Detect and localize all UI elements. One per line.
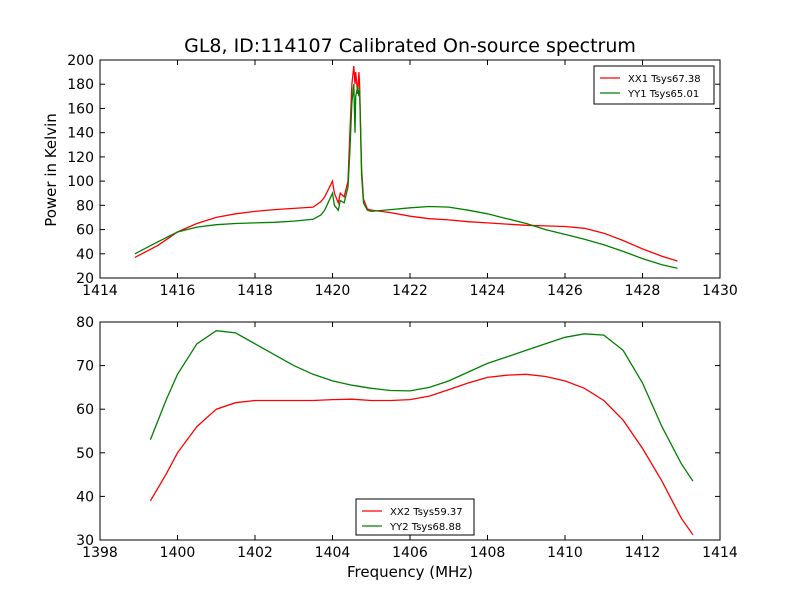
x-tick-label: 1420 [315, 283, 351, 299]
y-tick-label: 200 [67, 53, 94, 69]
y-tick-label: 100 [67, 174, 94, 190]
x-tick-label: 1410 [547, 545, 583, 561]
y-tick-label: 60 [76, 402, 94, 418]
legend: XX2 Tsys59.37 YY2 Tsys68.88 [355, 498, 475, 536]
x-tick-label: 1406 [392, 545, 428, 561]
legend-label: XX1 Tsys67.38 [628, 74, 701, 85]
y-tick-label: 30 [76, 533, 94, 549]
y-tick-label: 80 [76, 315, 94, 331]
y-tick-label: 80 [76, 198, 94, 214]
legend-label: YY1 Tsys65.01 [627, 89, 699, 100]
series-line-xx [149, 373, 694, 536]
y-tick-label: 120 [67, 150, 94, 166]
x-tick-label: 1412 [625, 545, 661, 561]
x-tick-label: 1426 [547, 283, 583, 299]
y-axis-label: Power in Kelvin [42, 113, 60, 227]
x-tick-label: 1408 [470, 545, 506, 561]
x-tick-label: 1418 [237, 283, 273, 299]
y-tick-label: 40 [76, 489, 94, 505]
x-tick-label: 1428 [625, 283, 661, 299]
legend-box [593, 65, 715, 105]
top-spectrum-panel: 1414 1416 1418 1420 1422 1424 1426 1428 1430 20 40… [67, 53, 738, 299]
series-line-yy [134, 84, 678, 269]
x-tick-label: 1414 [702, 545, 738, 561]
y-tick-label: 180 [67, 77, 94, 93]
x-tick-label: 1416 [160, 283, 196, 299]
x-tick-label: 1398 [82, 545, 118, 561]
x-tick-label: 1424 [470, 283, 506, 299]
series-line-xx [134, 66, 678, 262]
y-tick-label: 50 [76, 446, 94, 462]
x-axis-label: Frequency (MHz) [347, 563, 473, 581]
y-tick-label: 20 [76, 271, 94, 287]
series-line-yy [149, 330, 694, 482]
y-tick-label: 70 [76, 359, 94, 375]
x-tick-label: 1422 [392, 283, 428, 299]
x-tick-label: 1414 [82, 283, 118, 299]
y-tick-label: 140 [67, 126, 94, 142]
x-tick-label: 1430 [702, 283, 738, 299]
legend-box [355, 498, 475, 536]
legend: XX1 Tsys67.38 YY1 Tsys65.01 [593, 65, 715, 105]
x-tick-label: 1402 [237, 545, 273, 561]
bottom-spectrum-panel: 1398 1400 1402 1404 1406 1408 1410 1412 1414 30 40… [76, 315, 738, 561]
y-tick-label: 160 [67, 101, 94, 117]
y-tick-label: 40 [76, 247, 94, 263]
y-tick-label: 60 [76, 223, 94, 239]
x-tick-label: 1404 [315, 545, 351, 561]
legend-label: YY2 Tsys68.88 [389, 522, 461, 533]
x-tick-label: 1400 [160, 545, 196, 561]
figure-title: GL8, ID:114107 Calibrated On-source spec… [184, 35, 636, 57]
legend-label: XX2 Tsys59.37 [390, 507, 463, 518]
